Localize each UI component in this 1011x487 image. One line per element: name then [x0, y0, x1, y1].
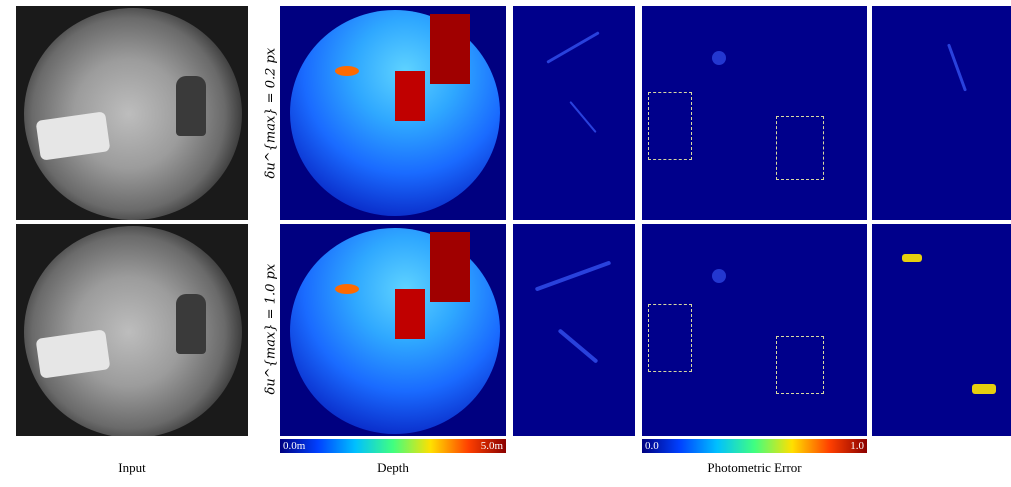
column-label-input: Input	[118, 460, 146, 475]
zoom-box-left	[648, 92, 692, 160]
input-image-row1	[16, 6, 248, 220]
error-colorbar-min: 0.0	[645, 440, 659, 452]
depth-far-region	[430, 232, 470, 302]
depth-colorbar: 0.0m 5.0m	[280, 439, 506, 453]
column-label-depth: Depth	[377, 460, 409, 475]
fisheye-lens	[24, 8, 242, 220]
person	[176, 294, 206, 354]
error-colorbar: 0.0 1.0	[642, 439, 867, 453]
row-label-2: δu^{max} = 1.0 px	[263, 263, 279, 395]
depth-mid-region	[335, 66, 359, 76]
depth-far-region	[395, 71, 425, 121]
depth-far-region	[430, 14, 470, 84]
zoom-box-left	[648, 304, 692, 372]
row-label-1: δu^{max} = 0.2 px	[263, 47, 279, 179]
depth-mid-region	[335, 284, 359, 294]
zoom-box-right	[776, 336, 824, 394]
error-zoom-row2	[872, 224, 1011, 436]
depth-map-row1	[280, 6, 506, 220]
person	[176, 76, 206, 136]
depth-map-row2	[280, 224, 506, 436]
error-map-full-row2	[642, 224, 867, 436]
depth-far-region	[395, 289, 425, 339]
error-colorbar-max: 1.0	[850, 440, 864, 452]
fisheye-lens	[24, 226, 242, 436]
error-map-full-row1	[642, 6, 867, 220]
error-map-row2	[513, 224, 635, 436]
depth-colorbar-max: 5.0m	[480, 440, 503, 452]
input-image-row2	[16, 224, 248, 436]
depth-colorbar-min: 0.0m	[283, 440, 306, 452]
row-separator	[16, 220, 1011, 224]
error-map-row1	[513, 6, 635, 220]
error-zoom-row1	[872, 6, 1011, 220]
column-label-error: Photometric Error	[707, 460, 802, 475]
zoom-box-right	[776, 116, 824, 180]
